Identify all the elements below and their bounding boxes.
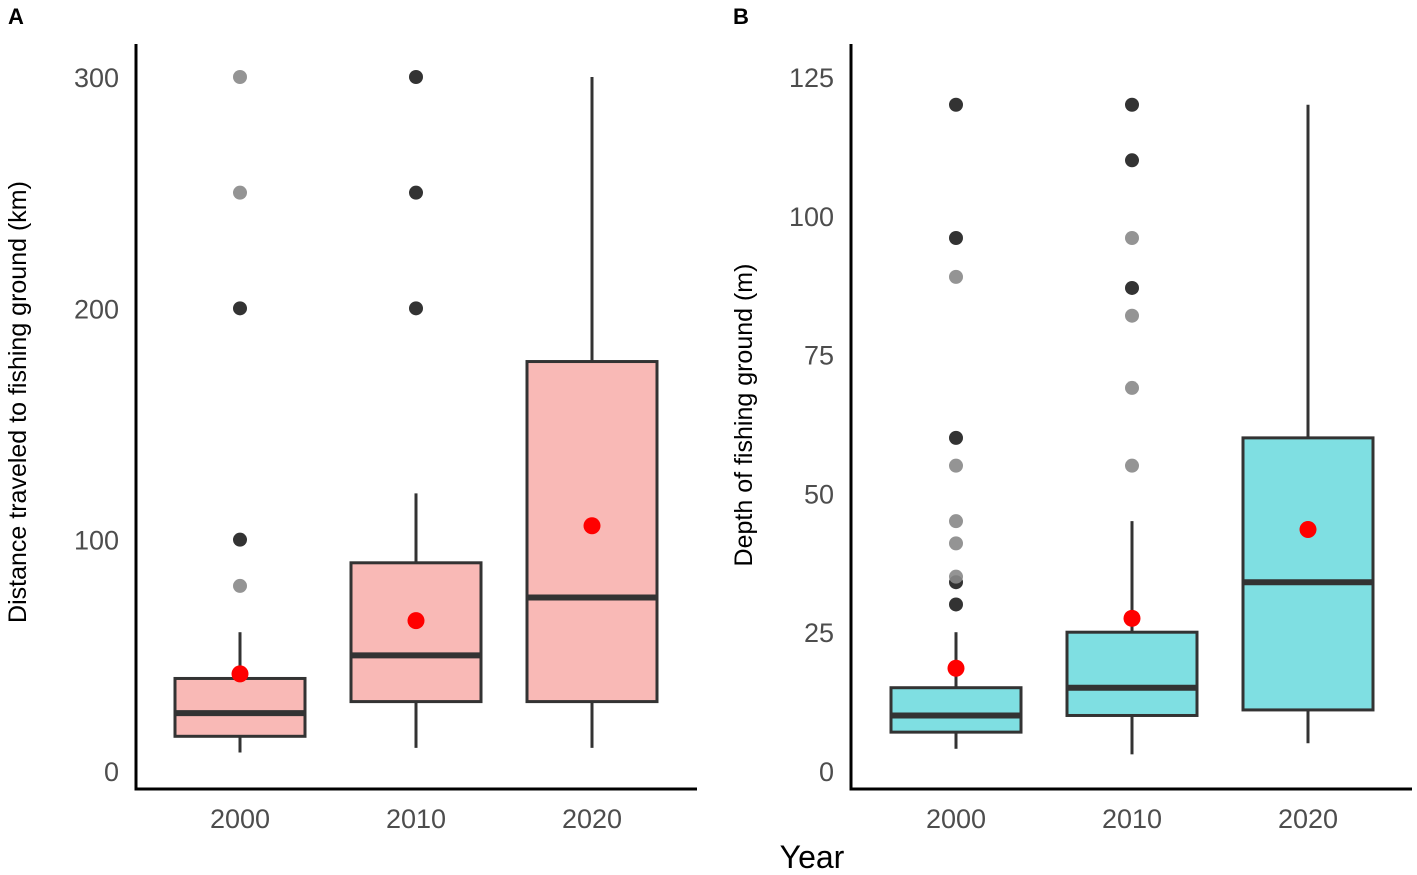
mean-point — [947, 659, 965, 677]
x-tick-label: 2000 — [210, 804, 270, 834]
y-axis-title: Depth of fishing ground (m) — [730, 264, 758, 567]
panel-label: B — [733, 4, 749, 29]
panel-b: B 0 25 50 75 100 125 2000 2010 2020 Depth of fishi… — [730, 4, 1412, 834]
mean-point — [231, 665, 249, 683]
outlier-point — [949, 569, 963, 584]
outlier-point — [233, 301, 247, 316]
outlier-point — [409, 301, 423, 316]
y-tick-label: 25 — [804, 618, 834, 648]
iqr-box — [349, 561, 483, 704]
outlier-point — [1125, 380, 1139, 395]
mean-point — [1299, 520, 1317, 538]
x-tick-label: 2010 — [386, 804, 446, 834]
outlier-point — [949, 269, 963, 284]
y-tick-label: 100 — [789, 202, 834, 232]
iqr-box — [1065, 630, 1199, 717]
x-axis-title: Year — [780, 839, 845, 875]
outlier-point — [1125, 280, 1139, 295]
mean-point — [407, 612, 425, 630]
outlier-point — [1125, 308, 1139, 323]
y-axis-title: Distance traveled to fishing ground (km) — [4, 181, 32, 623]
box-group-2020 — [1241, 104, 1375, 744]
y-tick-label: 125 — [789, 63, 834, 93]
y-tick-label: 100 — [74, 526, 119, 556]
panel-a: A 0 100 200 300 2000 2010 2020 Distance traveled… — [4, 4, 697, 834]
box-group-2010 — [1065, 97, 1199, 755]
iqr-box — [889, 686, 1023, 734]
box-group-2020 — [525, 77, 659, 748]
outlier-point — [1125, 231, 1139, 246]
outlier-point — [949, 430, 963, 445]
x-tick-label: 2010 — [1102, 804, 1162, 834]
outlier-point — [409, 185, 423, 200]
y-tick-label: 0 — [819, 757, 834, 787]
y-tick-label: 200 — [74, 294, 119, 324]
outlier-point — [949, 514, 963, 529]
outlier-point — [233, 70, 247, 84]
iqr-box — [173, 676, 307, 738]
outlier-point — [1125, 153, 1139, 168]
box-group-2010 — [349, 70, 483, 748]
x-tick-label: 2020 — [562, 804, 622, 834]
x-tick-label: 2020 — [1278, 804, 1338, 834]
mean-point — [1123, 609, 1141, 627]
outlier-point — [949, 458, 963, 473]
iqr-box — [1241, 436, 1375, 712]
outlier-point — [949, 536, 963, 551]
outlier-point — [1125, 458, 1139, 473]
box-group-2000 — [173, 70, 307, 753]
y-tick-label: 300 — [74, 63, 119, 93]
y-tick-label: 0 — [104, 757, 119, 787]
outlier-point — [233, 578, 247, 593]
outlier-point — [233, 185, 247, 200]
outlier-point — [233, 532, 247, 547]
panel-label: A — [8, 4, 24, 29]
y-tick-label: 75 — [804, 341, 834, 371]
mean-point — [583, 517, 601, 535]
x-tick-label: 2000 — [926, 804, 986, 834]
outlier-point — [1125, 97, 1139, 112]
outlier-point — [949, 597, 963, 612]
outlier-point — [949, 231, 963, 246]
box-group-2000 — [889, 97, 1023, 749]
y-tick-label: 50 — [804, 479, 834, 509]
outlier-point — [949, 97, 963, 112]
outlier-point — [409, 70, 423, 84]
